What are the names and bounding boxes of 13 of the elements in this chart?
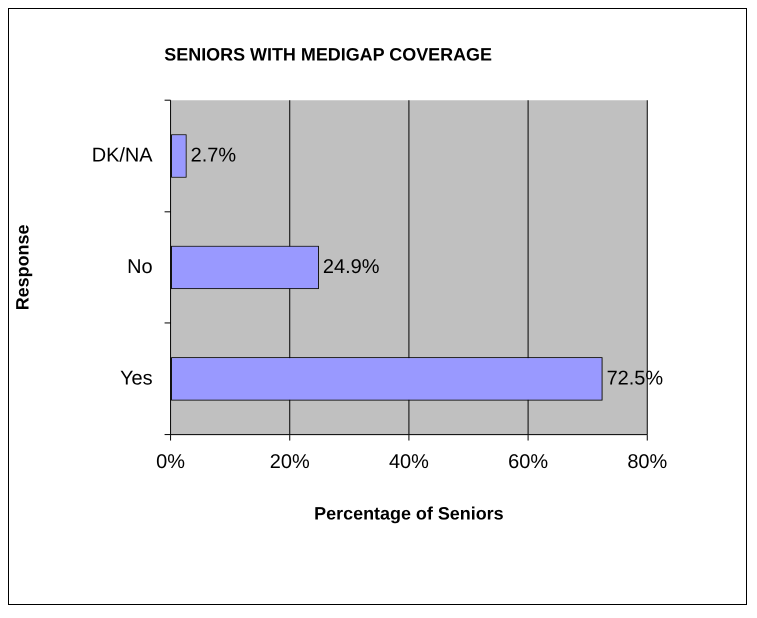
- chart-title: SENIORS WITH MEDIGAP COVERAGE: [164, 44, 492, 65]
- x-tick-label: 40%: [388, 450, 429, 473]
- data-label: 24.9%: [322, 256, 380, 278]
- data-label: 2.7%: [190, 144, 236, 166]
- y-axis-title: Response: [12, 224, 33, 310]
- x-tick-label: 60%: [508, 450, 548, 473]
- y-tick-label: DK/NA: [92, 144, 154, 166]
- x-axis-title: Percentage of Seniors: [314, 503, 504, 524]
- y-tick-label: Yes: [120, 367, 153, 390]
- x-tick-label: 20%: [270, 450, 310, 473]
- y-tick-label: No: [127, 256, 153, 278]
- x-tick-label: 0%: [156, 450, 185, 473]
- x-tick-label: 80%: [627, 450, 668, 473]
